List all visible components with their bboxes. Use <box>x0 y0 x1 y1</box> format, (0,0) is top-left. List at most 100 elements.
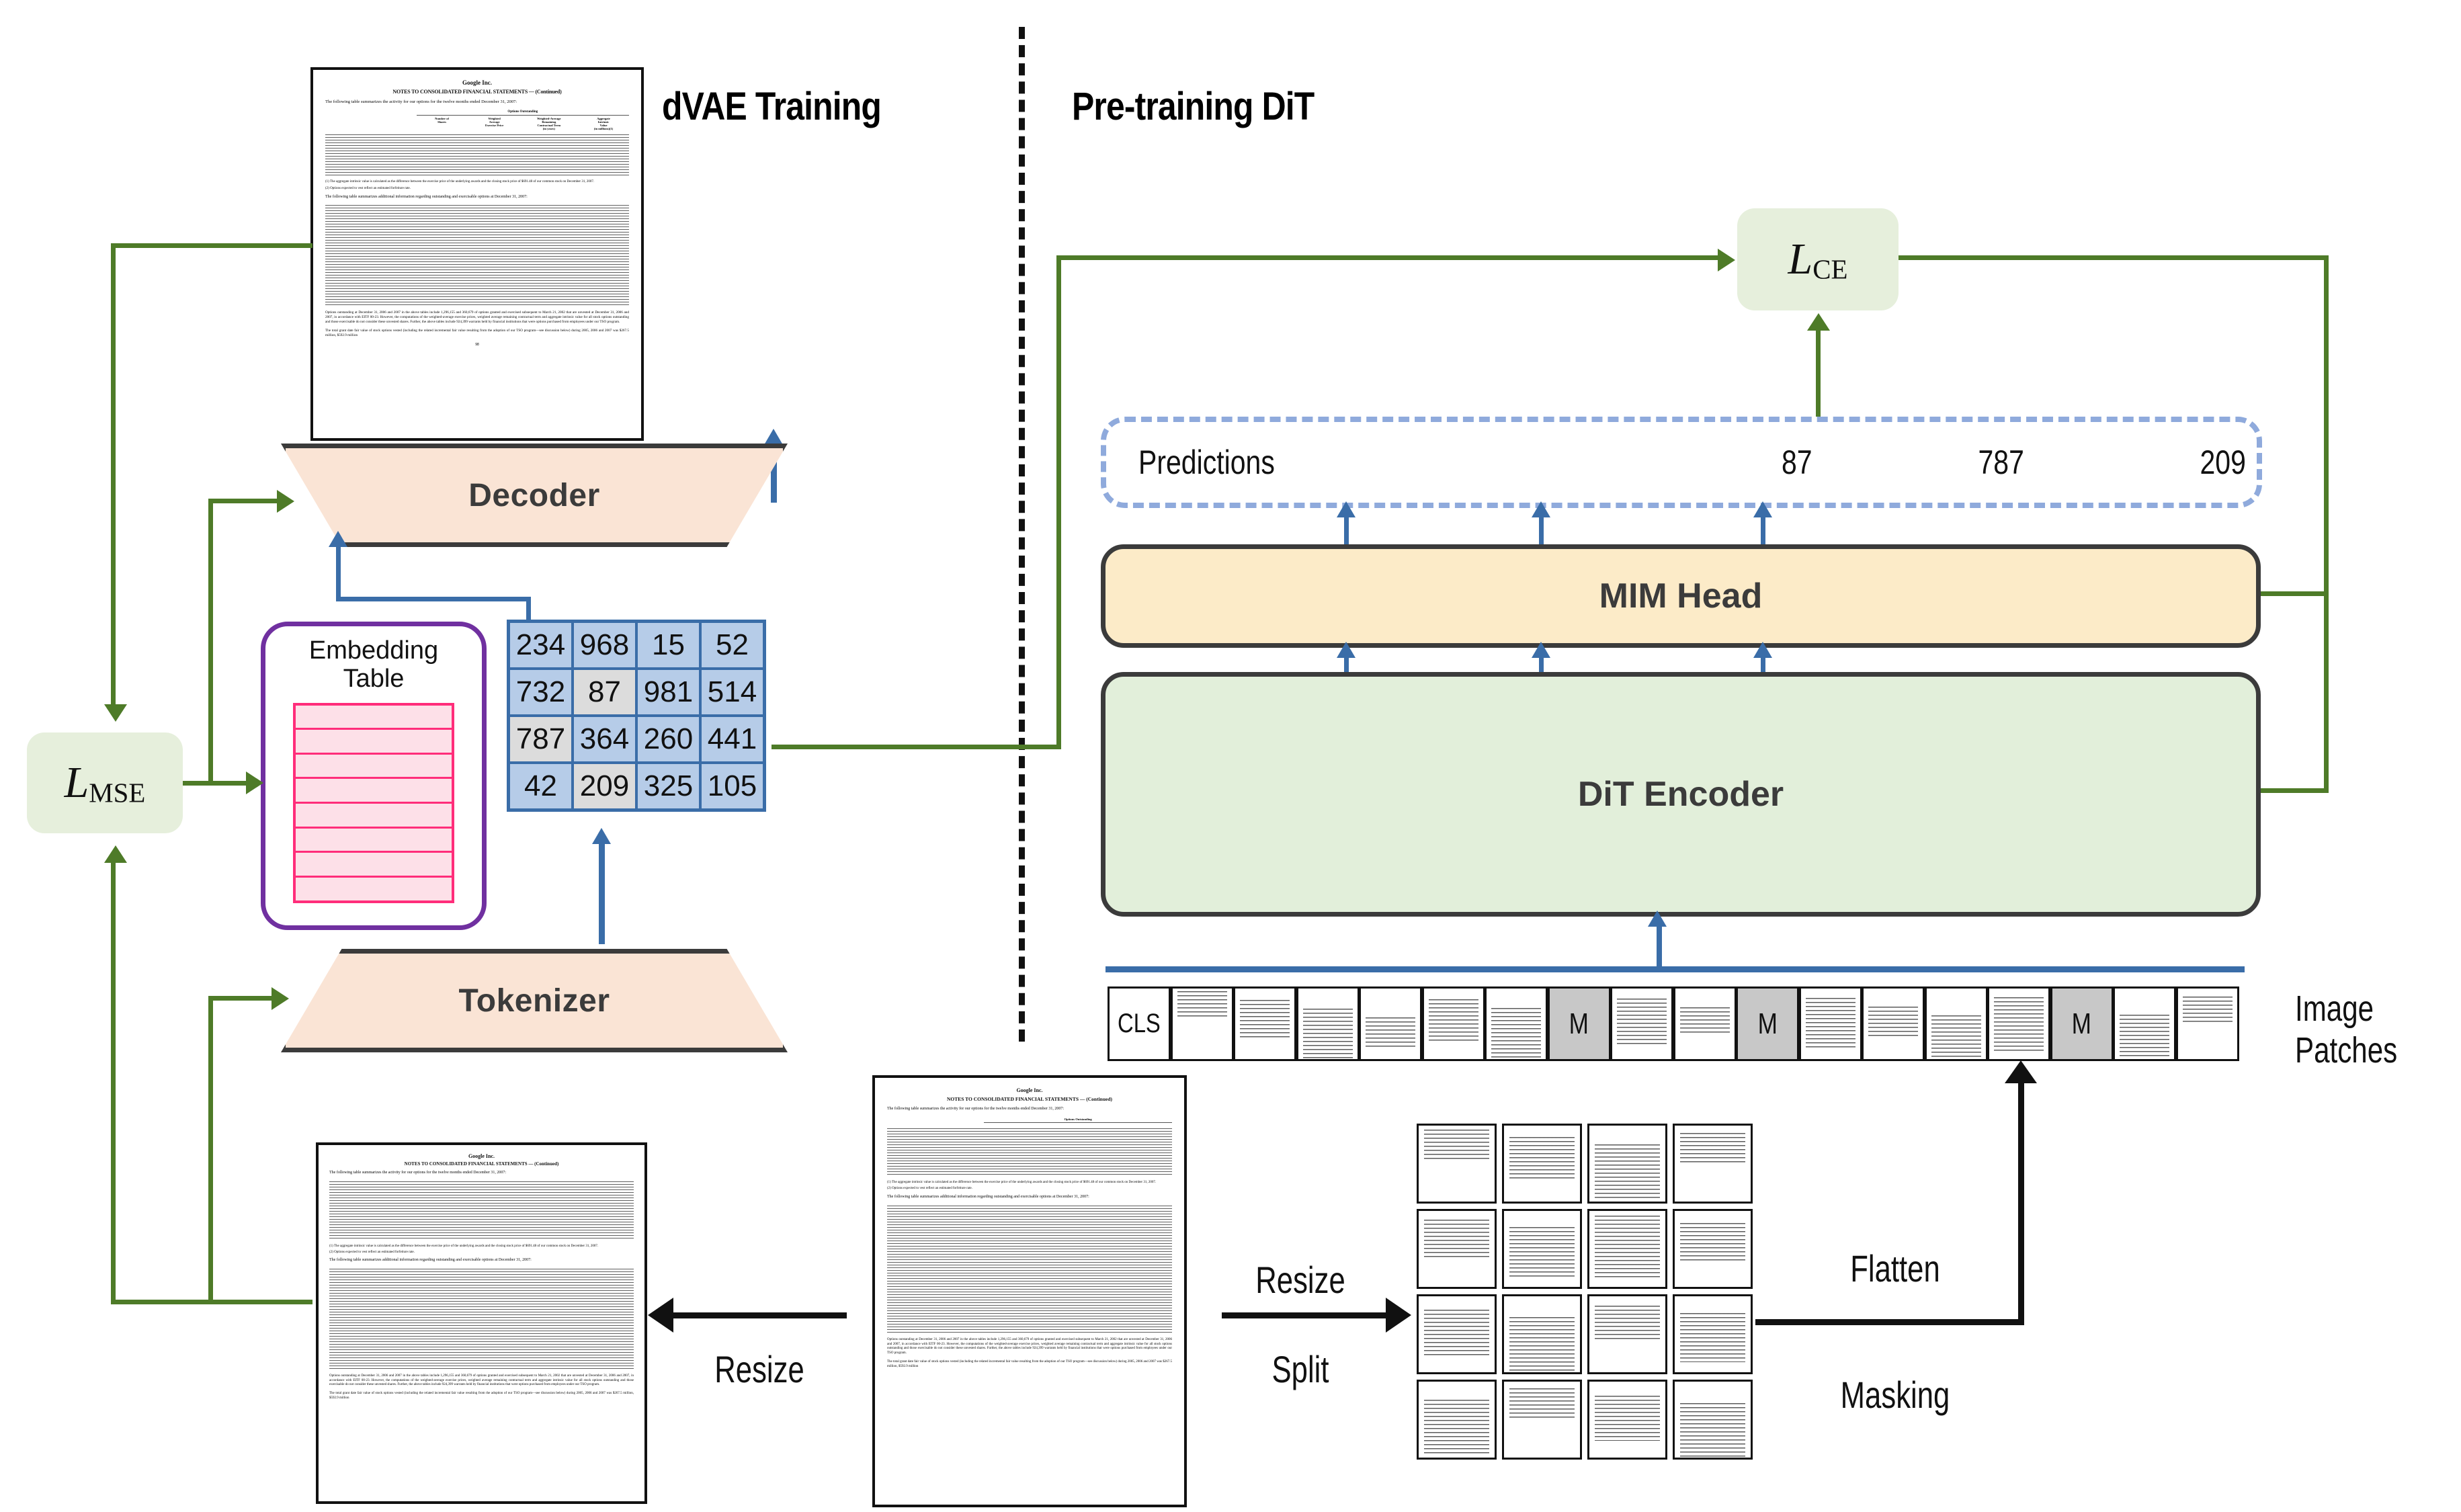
image-patch[interactable] <box>1170 986 1234 1061</box>
split-patch <box>1673 1380 1753 1460</box>
doc-to-mse-h <box>111 243 312 248</box>
image-patch-row[interactable]: CLS M M M <box>1108 986 2239 1061</box>
masked-patch[interactable]: M <box>1736 986 1799 1061</box>
token-cell[interactable]: 209 <box>573 763 636 810</box>
image-patch[interactable] <box>1421 986 1485 1061</box>
visual-token-grid[interactable]: 234 968 15 52 732 87 981 514 787 364 260 441 42 209 32… <box>507 620 766 812</box>
split-patch-text <box>1424 1130 1489 1160</box>
orig-doc-company: Google Inc. <box>1016 1087 1043 1093</box>
patch-text <box>1428 999 1478 1042</box>
patches-to-encoder-arrowhead <box>1648 911 1667 927</box>
image-patch[interactable] <box>1233 986 1296 1061</box>
flatten-line-h <box>1755 1319 2024 1325</box>
resized-doc-heading: NOTES TO CONSOLIDATED FINANCIAL STATEMEN… <box>404 1161 559 1167</box>
resized-doc-para-4: The total grant date fair value of stock… <box>329 1392 634 1400</box>
mask-token-label: M <box>1757 1007 1778 1040</box>
image-patch[interactable] <box>1296 986 1360 1061</box>
patch-text <box>1805 998 1855 1048</box>
image-patch[interactable] <box>1862 986 1925 1061</box>
resized-document-image: Google Inc. NOTES TO CONSOLIDATED FINANC… <box>316 1142 647 1504</box>
doc-para-3: Options outstanding at December 31, 2006… <box>325 310 629 325</box>
token-cell[interactable]: 52 <box>700 622 764 669</box>
split-patch-text <box>1424 1220 1489 1259</box>
image-patch[interactable] <box>1924 986 1988 1061</box>
split-patch-text <box>1509 1388 1575 1421</box>
flatten-label: Flatten <box>1850 1247 1940 1290</box>
image-patch[interactable] <box>1673 986 1737 1061</box>
split-patch <box>1417 1294 1497 1374</box>
ce-loss-label: LCE <box>1788 234 1848 285</box>
token-cell[interactable]: 105 <box>700 763 764 810</box>
mim-head-label: MIM Head <box>1599 577 1763 616</box>
mim-to-pred-line-2 <box>1761 516 1765 563</box>
orig-doc-para-2: The following table summarizes additiona… <box>887 1195 1089 1199</box>
embedding-table[interactable]: Embedding Table <box>261 622 487 930</box>
cls-token-patch[interactable]: CLS <box>1108 986 1171 1061</box>
mse-to-embedding-arrowhead <box>246 771 263 794</box>
token-cell[interactable]: 42 <box>509 763 573 810</box>
tokenizer-block[interactable]: Tokenizer <box>281 949 788 1052</box>
token-cell[interactable]: 787 <box>509 716 573 763</box>
dit-encoder-block[interactable]: DiT Encoder <box>1101 672 2261 917</box>
resized-doc-intro: The following table summarizes the activ… <box>329 1171 507 1175</box>
section-title-dit: Pre-training DiT <box>1072 85 1315 128</box>
tokens-to-decoder-v2 <box>336 546 341 599</box>
mask-token-label: M <box>1569 1007 1589 1040</box>
tokens-to-ce-v <box>1056 255 1061 749</box>
split-patch-text <box>1680 1403 1745 1458</box>
split-patch <box>1587 1209 1667 1289</box>
split-label: Split <box>1271 1348 1329 1390</box>
image-patch[interactable] <box>1485 986 1548 1061</box>
token-cell[interactable]: 441 <box>700 716 764 763</box>
token-cell[interactable]: 364 <box>573 716 636 763</box>
token-cell[interactable]: 260 <box>636 716 700 763</box>
decoder-block[interactable]: Decoder <box>281 444 788 547</box>
image-patch[interactable] <box>1798 986 1862 1061</box>
masking-label: Masking <box>1840 1374 1950 1416</box>
resized-doc-footnote-1: (1) The aggregate intrinsic value is cal… <box>329 1244 599 1248</box>
image-patch[interactable] <box>2113 986 2176 1061</box>
patch-text <box>1994 997 2044 1052</box>
prediction-value-0: 87 <box>1782 444 1812 481</box>
resize-right-label: Resize <box>1255 1259 1345 1301</box>
mim-to-pred-line-0 <box>1344 516 1349 563</box>
enc-to-mim-arrow-1 <box>1532 642 1550 658</box>
image-patch[interactable] <box>1359 986 1422 1061</box>
token-cell[interactable]: 968 <box>573 622 636 669</box>
original-document-image: Google Inc. NOTES TO CONSOLIDATED FINANC… <box>872 1075 1187 1507</box>
image-patch[interactable] <box>1610 986 1673 1061</box>
embedding-rows <box>293 702 454 903</box>
split-patch-text <box>1509 1317 1575 1372</box>
mim-head-block[interactable]: MIM Head <box>1101 544 2261 648</box>
section-title-dvae: dVAE Training <box>662 85 882 128</box>
token-cell[interactable]: 87 <box>573 669 636 716</box>
split-patch <box>1417 1209 1497 1289</box>
patch-text <box>2120 1015 2169 1059</box>
token-cell[interactable]: 234 <box>509 622 573 669</box>
predictions-box[interactable]: Predictions 87 787 209 <box>1101 417 2262 508</box>
resized-doc-para-3: Options outstanding at December 31, 2006… <box>329 1374 634 1387</box>
resized-doc-footnote-2: (2) Options expected to vest reflect an … <box>329 1251 415 1254</box>
image-patch[interactable] <box>1987 986 2050 1061</box>
source-to-tokenizer-arrowhead <box>272 987 289 1010</box>
split-patch-grid <box>1417 1124 1766 1473</box>
patch-text <box>1177 991 1227 1018</box>
tokenizer-to-tokens-arrowhead <box>592 828 611 844</box>
token-cell[interactable]: 514 <box>700 669 764 716</box>
token-cell[interactable]: 732 <box>509 669 573 716</box>
ce-loss-box[interactable]: LCE <box>1737 208 1899 310</box>
mse-loss-box[interactable]: LMSE <box>27 732 183 833</box>
split-patch <box>1587 1124 1667 1204</box>
split-patch-text <box>1595 1306 1660 1342</box>
image-patch[interactable] <box>2175 986 2239 1061</box>
masked-patch[interactable]: M <box>1547 986 1611 1061</box>
split-patch-text <box>1509 1227 1575 1279</box>
token-cell[interactable]: 981 <box>636 669 700 716</box>
split-patch <box>1673 1124 1753 1204</box>
masked-patch[interactable]: M <box>2050 986 2114 1061</box>
token-cell[interactable]: 15 <box>636 622 700 669</box>
split-patch <box>1417 1380 1497 1460</box>
ce-feedback-to-mim <box>2214 591 2329 596</box>
token-cell[interactable]: 325 <box>636 763 700 810</box>
tokens-to-ce-arrowhead <box>1718 249 1735 271</box>
